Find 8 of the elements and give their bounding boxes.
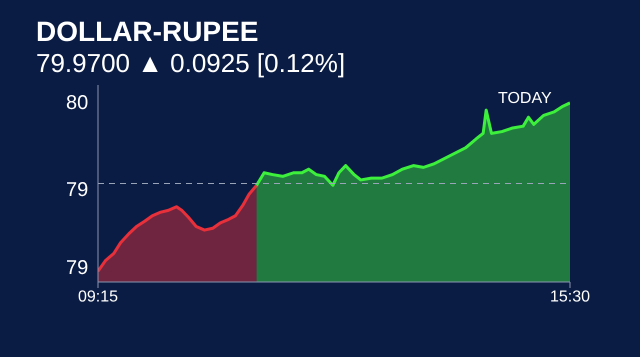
- text: 79: [66, 179, 88, 202]
- x-tick-label: 09:15: [78, 288, 118, 306]
- chart-title: DOLLAR-RUPEE: [36, 16, 258, 48]
- x-tick-label: 15:30: [550, 288, 590, 306]
- chart-subtitle: 79.9700 ▲ 0.0925 [0.12%]: [36, 48, 346, 79]
- text: 79: [66, 257, 88, 280]
- annotation: TODAY: [498, 90, 552, 108]
- text: 80: [66, 92, 88, 115]
